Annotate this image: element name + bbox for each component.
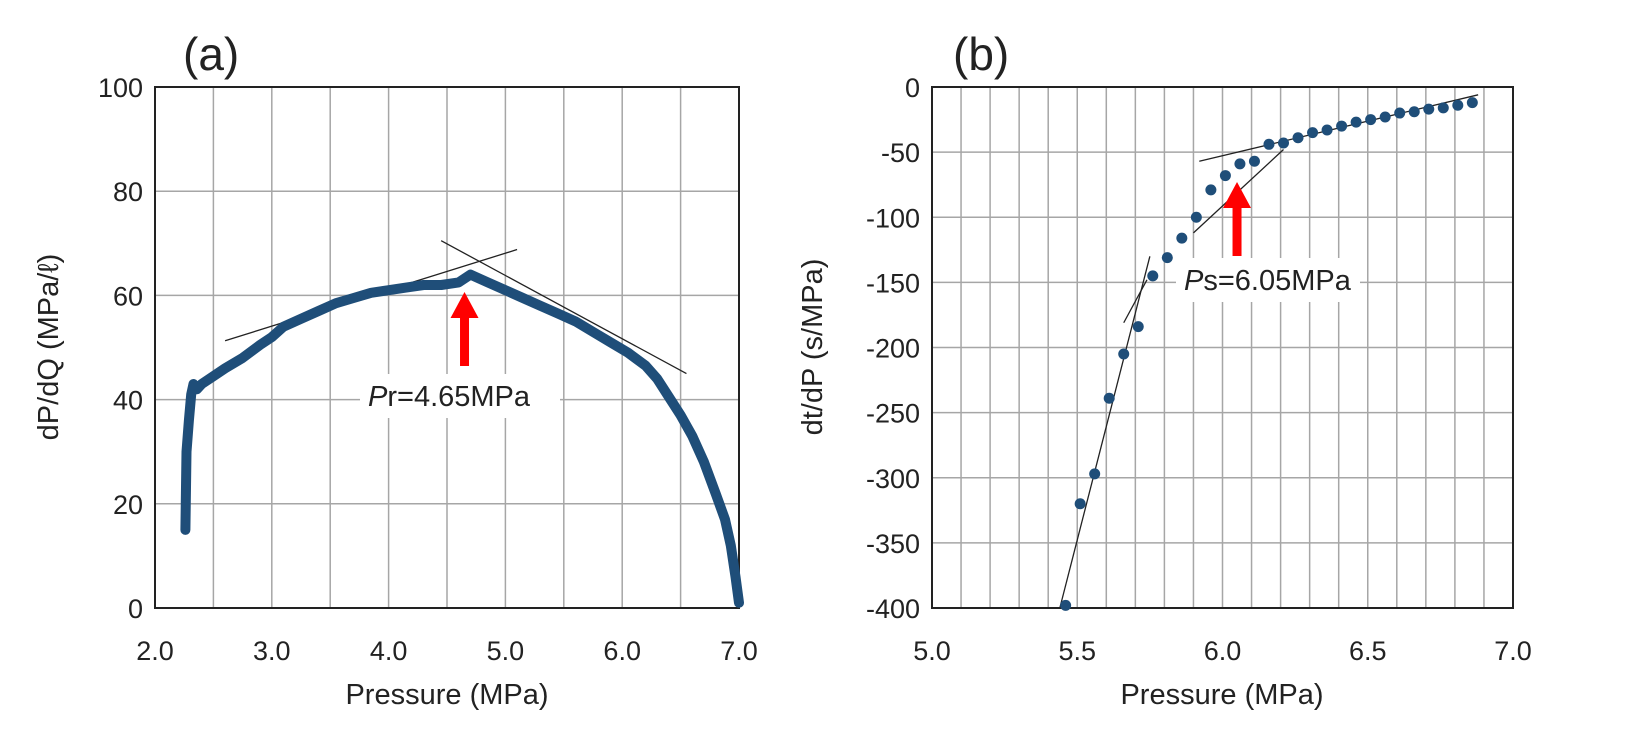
panel-b-data-point	[1292, 132, 1304, 144]
panel-b-fit-line	[1059, 256, 1151, 609]
panel-b-xtick-label: 5.0	[913, 636, 951, 666]
panel-b-data-point	[1248, 155, 1260, 167]
panel-b-arrow-head	[1223, 182, 1252, 208]
panel-a-xlabel: Pressure (MPa)	[345, 679, 548, 711]
panel-a-ytick-label: 80	[113, 177, 143, 207]
panel-b-plot-frame	[931, 86, 1514, 609]
panel-b-data-point	[1205, 184, 1217, 196]
panel-a-plot-frame	[154, 86, 740, 609]
panel-b-data-point	[1321, 124, 1333, 136]
panel-b-xtick-label: 6.5	[1349, 636, 1387, 666]
panel-b-ytick-label: -350	[866, 529, 920, 559]
panel-a-xticks: 2.0 3.0 4.0 5.0 6.0 7.0	[136, 636, 758, 666]
panel-a-fit-line	[440, 240, 687, 375]
panel-b-xtick-label: 5.5	[1058, 636, 1096, 666]
panel-b-data-point	[1452, 99, 1464, 111]
panel-a-series-line	[180, 269, 744, 608]
panel-a-label: (a)	[183, 28, 239, 80]
panel-a-ylabel: dP/dQ (MPa/ℓ)	[33, 254, 65, 441]
panel-b: (b) 5.0 5.5 6.0 6.5 7.0 0 -50 -100 -150 -200 -250…	[797, 28, 1532, 711]
panel-a-ytick-label: 40	[113, 386, 143, 416]
panel-a-ytick-label: 0	[128, 594, 143, 624]
panel-b-label: (b)	[953, 28, 1009, 80]
panel-b-ytick-label: 0	[905, 73, 920, 103]
panel-b-annotation-box	[1176, 258, 1360, 302]
panel-b-ytick-label: -400	[866, 594, 920, 624]
panel-b-data-point	[1190, 211, 1202, 223]
panel-a: (a) 2.0 3.0 4.0 5.0 6.0 7.0 0 20 40 60 80 100 Pr=4…	[33, 28, 758, 711]
panel-b-data-point	[1394, 107, 1406, 119]
panel-b-data-point	[1219, 170, 1231, 182]
panel-b-data-point	[1278, 137, 1290, 149]
panel-b-xtick-label: 6.0	[1204, 636, 1242, 666]
panel-b-data-point	[1060, 599, 1072, 611]
panel-a-ytick-label: 60	[113, 281, 143, 311]
panel-b-ytick-label: -200	[866, 334, 920, 364]
panel-b-data-point	[1147, 270, 1159, 282]
panel-b-fit-line	[1123, 279, 1148, 324]
panel-a-xtick-label: 4.0	[370, 636, 408, 666]
panel-b-data-point	[1466, 97, 1478, 109]
panel-b-ytick-label: -250	[866, 399, 920, 429]
panel-b-data-point	[1423, 103, 1435, 115]
panel-a-series	[180, 269, 744, 608]
panel-b-ytick-label: -150	[866, 268, 920, 298]
panel-b-data-point	[1379, 111, 1391, 123]
panel-b-ytick-label: -300	[866, 464, 920, 494]
panel-a-arrow-head	[450, 292, 479, 318]
panel-b-data-point	[1307, 127, 1319, 139]
panel-b-xlabel: Pressure (MPa)	[1120, 679, 1323, 711]
panel-b-data-point	[1132, 321, 1144, 333]
panel-b-series	[1060, 97, 1478, 611]
panel-a-annotation: Pr=4.65MPa	[360, 292, 560, 418]
panel-a-xtick-label: 6.0	[603, 636, 641, 666]
panel-b-ytick-label: -100	[866, 203, 920, 233]
panel-b-data-point	[1074, 498, 1086, 510]
panel-b-data-point	[1118, 348, 1130, 360]
panel-b-xtick-label: 7.0	[1494, 636, 1532, 666]
panel-a-xtick-label: 7.0	[720, 636, 758, 666]
panel-a-annotation-text: Pr=4.65MPa	[368, 381, 531, 413]
panel-b-data-point	[1408, 106, 1420, 118]
panel-b-data-point	[1089, 468, 1101, 480]
panel-a-annotation-box	[360, 374, 560, 418]
panel-b-data-point	[1437, 102, 1449, 114]
panel-a-xtick-label: 5.0	[487, 636, 525, 666]
panel-b-xticks: 5.0 5.5 6.0 6.5 7.0	[913, 636, 1532, 666]
panel-b-yticks: 0 -50 -100 -150 -200 -250 -300 -350 -400	[866, 73, 920, 624]
panel-b-ylabel: dt/dP (s/MPa)	[797, 259, 829, 436]
panel-a-ytick-label: 100	[98, 73, 143, 103]
panel-b-data-point	[1350, 116, 1362, 128]
panel-b-data-point	[1103, 392, 1115, 404]
panel-a-fit-lines	[224, 240, 687, 375]
panel-b-data-point	[1161, 252, 1173, 264]
panel-b-data-point	[1336, 120, 1348, 132]
panel-a-xtick-label: 3.0	[253, 636, 291, 666]
panel-b-ytick-label: -50	[881, 138, 920, 168]
panel-b-data-point	[1263, 138, 1275, 150]
panel-b-data-point	[1234, 158, 1246, 170]
panel-b-data-point	[1176, 232, 1188, 244]
panel-b-annotation-text: Ps=6.05MPa	[1184, 265, 1352, 297]
panel-a-yticks: 0 20 40 60 80 100	[98, 73, 143, 624]
panel-a-ytick-label: 20	[113, 490, 143, 520]
panel-b-annotation: Ps=6.05MPa	[1176, 182, 1360, 302]
panel-b-data-point	[1365, 114, 1377, 126]
panel-b-grid	[931, 86, 1514, 609]
panel-a-xtick-label: 2.0	[136, 636, 174, 666]
panel-a-grid	[154, 86, 740, 609]
